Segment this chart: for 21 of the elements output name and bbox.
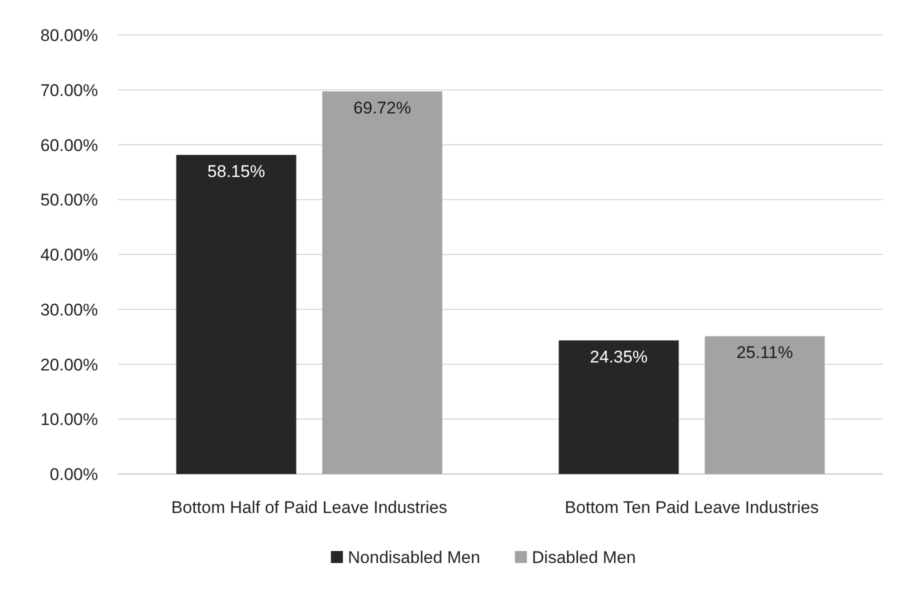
y-tick-label: 70.00% xyxy=(40,80,98,100)
y-tick-label: 60.00% xyxy=(40,136,98,155)
x-tick-label: Bottom Ten Paid Leave Industries xyxy=(564,498,819,517)
y-tick-label: 80.00% xyxy=(40,26,98,45)
y-tick-label: 30.00% xyxy=(40,300,98,320)
bar xyxy=(322,91,442,474)
y-tick-label: 50.00% xyxy=(40,190,98,210)
data-label: 69.72% xyxy=(353,98,412,118)
y-tick-label: 40.00% xyxy=(40,246,98,264)
data-label: 24.35% xyxy=(590,347,648,366)
legend-label: Disabled Men xyxy=(532,548,636,567)
bar xyxy=(704,336,825,474)
data-label: 58.15% xyxy=(207,162,266,181)
data-label: 25.11% xyxy=(736,343,793,362)
bar xyxy=(176,154,296,474)
legend-label: Nondisabled Men xyxy=(348,548,480,567)
y-tick-label: 20.00% xyxy=(40,355,98,374)
y-tick-label: 10.00% xyxy=(40,410,98,430)
x-tick-label: Bottom Half of Paid Leave Industries xyxy=(171,498,448,517)
y-tick-label: 0.00% xyxy=(50,465,98,484)
bar xyxy=(558,340,679,474)
